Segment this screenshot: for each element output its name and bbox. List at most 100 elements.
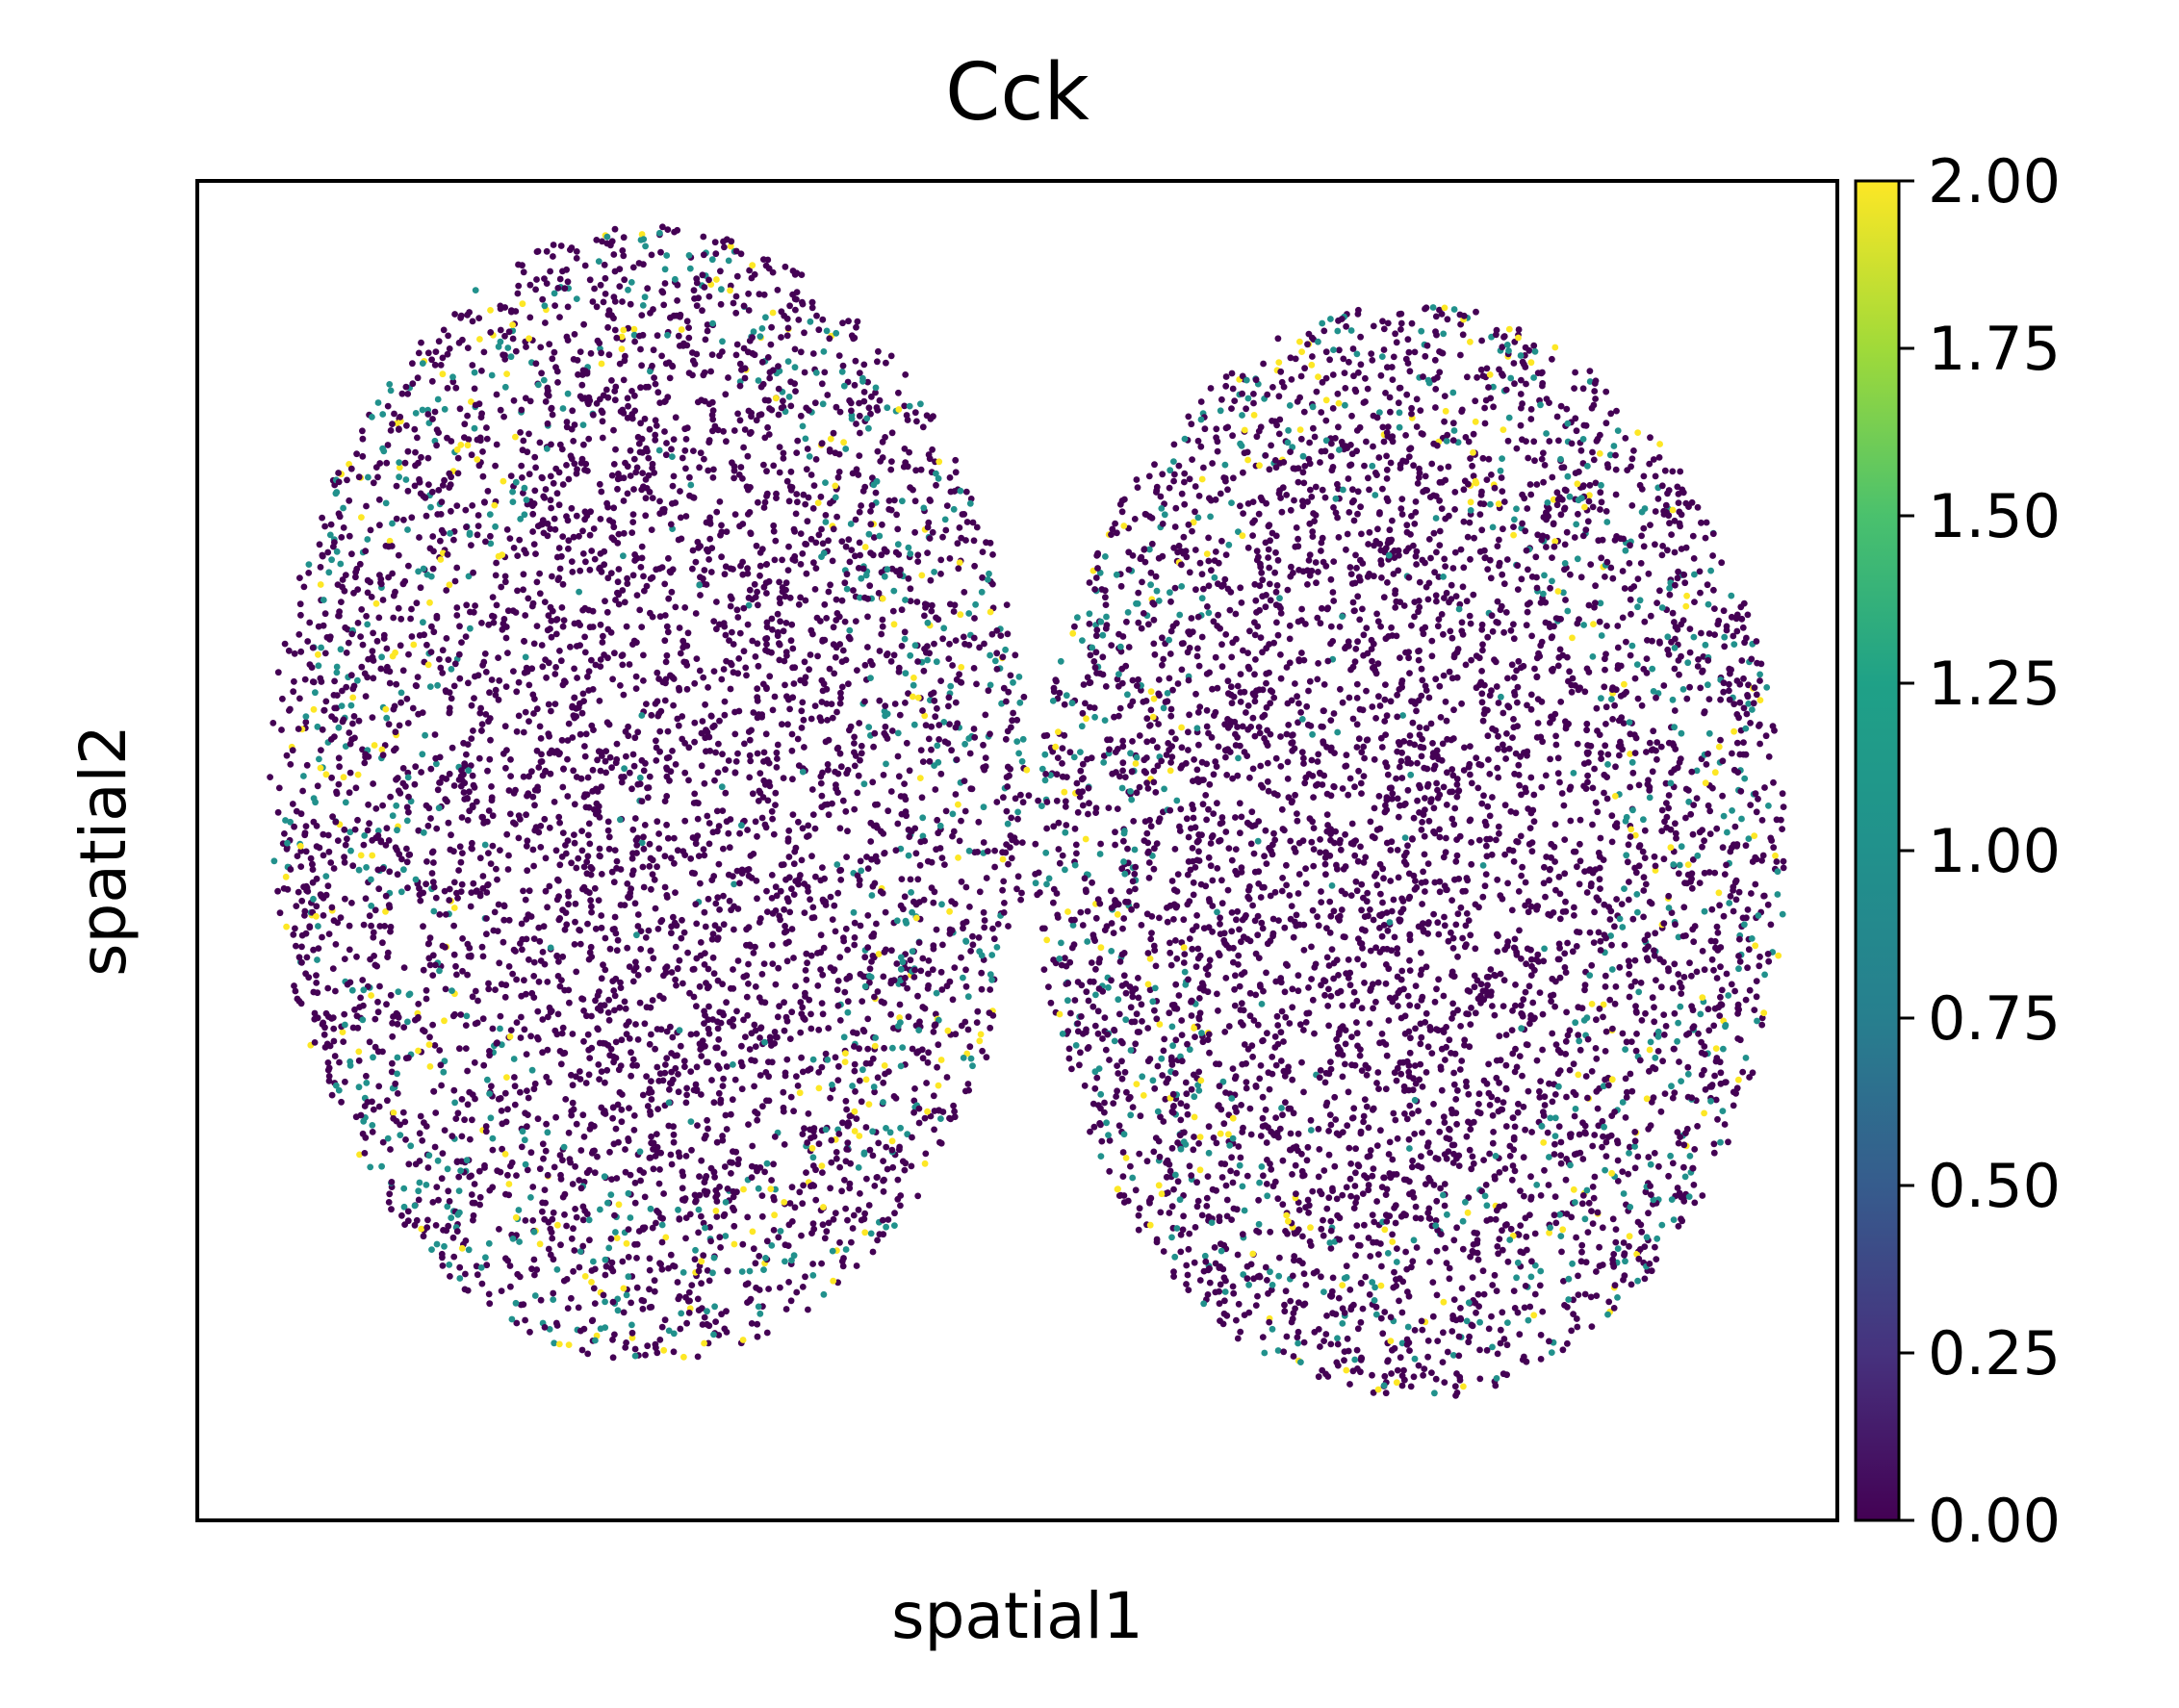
scatter-point <box>751 580 758 588</box>
scatter-point <box>720 921 728 929</box>
scatter-point <box>370 929 377 936</box>
scatter-point <box>987 986 994 993</box>
scatter-point <box>346 979 354 986</box>
scatter-point <box>905 826 912 833</box>
scatter-point <box>641 822 649 829</box>
scatter-point <box>390 1109 397 1116</box>
scatter-point <box>716 498 724 505</box>
scatter-point <box>630 1112 638 1119</box>
scatter-point <box>616 1004 624 1011</box>
scatter-point <box>321 1024 328 1032</box>
scatter-point <box>745 307 753 314</box>
scatter-point <box>520 268 527 276</box>
scatter-point <box>620 252 628 260</box>
scatter-point <box>602 386 610 394</box>
scatter-point <box>937 1115 944 1122</box>
scatter-point <box>293 903 300 909</box>
scatter-point <box>602 757 609 765</box>
scatter-point <box>695 1307 703 1313</box>
scatter-point <box>750 1245 757 1253</box>
scatter-point <box>878 630 885 638</box>
scatter-point <box>776 469 783 476</box>
scatter-point <box>319 514 325 522</box>
scatter-point <box>382 842 390 849</box>
scatter-point <box>923 412 931 420</box>
scatter-point <box>415 1001 423 1007</box>
scatter-point <box>526 430 532 438</box>
scatter-point <box>571 801 578 808</box>
scatter-point <box>573 1213 580 1221</box>
scatter-point <box>521 637 527 645</box>
scatter-point <box>520 887 526 895</box>
scatter-point <box>874 1236 881 1244</box>
scatter-point <box>646 1040 654 1048</box>
scatter-point <box>659 223 666 231</box>
scatter-point <box>762 314 769 321</box>
scatter-point <box>669 1076 677 1083</box>
scatter-point <box>837 877 845 883</box>
scatter-point <box>610 879 618 886</box>
scatter-point <box>438 1250 446 1258</box>
scatter-point <box>501 383 509 391</box>
scatter-point <box>383 714 391 722</box>
scatter-point <box>731 926 737 933</box>
scatter-point <box>958 679 965 686</box>
scatter-point <box>617 984 625 991</box>
scatter-point <box>936 722 943 728</box>
scatter-point <box>837 763 845 771</box>
scatter-point <box>487 329 495 336</box>
scatter-point <box>352 569 359 575</box>
scatter-point <box>375 496 383 503</box>
scatter-point <box>416 632 423 639</box>
scatter-point <box>689 565 696 573</box>
scatter-point <box>740 1016 747 1024</box>
scatter-point <box>794 735 802 743</box>
scatter-point <box>871 1183 879 1189</box>
scatter-point <box>466 529 474 537</box>
scatter-point <box>437 556 445 563</box>
scatter-point <box>801 1125 808 1133</box>
scatter-point <box>756 787 763 795</box>
scatter-point <box>404 884 411 892</box>
scatter-point <box>585 394 593 401</box>
scatter-point <box>820 348 828 355</box>
scatter-point <box>809 1056 817 1063</box>
scatter-point <box>765 431 773 438</box>
scatter-point <box>961 589 968 596</box>
scatter-point <box>449 1234 457 1241</box>
scatter-point <box>693 1003 700 1010</box>
scatter-point <box>663 1055 671 1062</box>
scatter-point <box>540 493 548 500</box>
scatter-point <box>549 573 555 580</box>
scatter-point <box>746 752 754 759</box>
scatter-point <box>596 480 603 488</box>
scatter-point <box>602 274 609 282</box>
scatter-point <box>628 415 636 422</box>
scatter-point <box>454 1211 462 1218</box>
scatter-point <box>870 743 877 751</box>
scatter-point <box>530 973 538 980</box>
scatter-point <box>483 915 490 922</box>
scatter-point <box>504 607 512 615</box>
scatter-point <box>545 612 552 620</box>
scatter-point <box>445 1222 452 1230</box>
scatter-point <box>772 1033 780 1041</box>
scatter-point <box>364 589 372 597</box>
scatter-point <box>809 904 817 911</box>
scatter-point <box>576 1263 583 1271</box>
scatter-point <box>387 923 395 930</box>
scatter-point <box>522 612 529 619</box>
scatter-point <box>739 558 746 566</box>
scatter-point <box>919 758 927 765</box>
scatter-point <box>512 786 519 794</box>
scatter-point <box>656 1337 664 1343</box>
scatter-point <box>503 526 511 533</box>
scatter-point <box>363 864 370 871</box>
scatter-point <box>756 562 764 570</box>
scatter-point <box>772 883 780 891</box>
scatter-point <box>503 370 510 377</box>
scatter-point <box>592 661 600 669</box>
scatter-point <box>552 1113 559 1121</box>
scatter-point <box>718 783 726 791</box>
scatter-point <box>707 1237 714 1245</box>
